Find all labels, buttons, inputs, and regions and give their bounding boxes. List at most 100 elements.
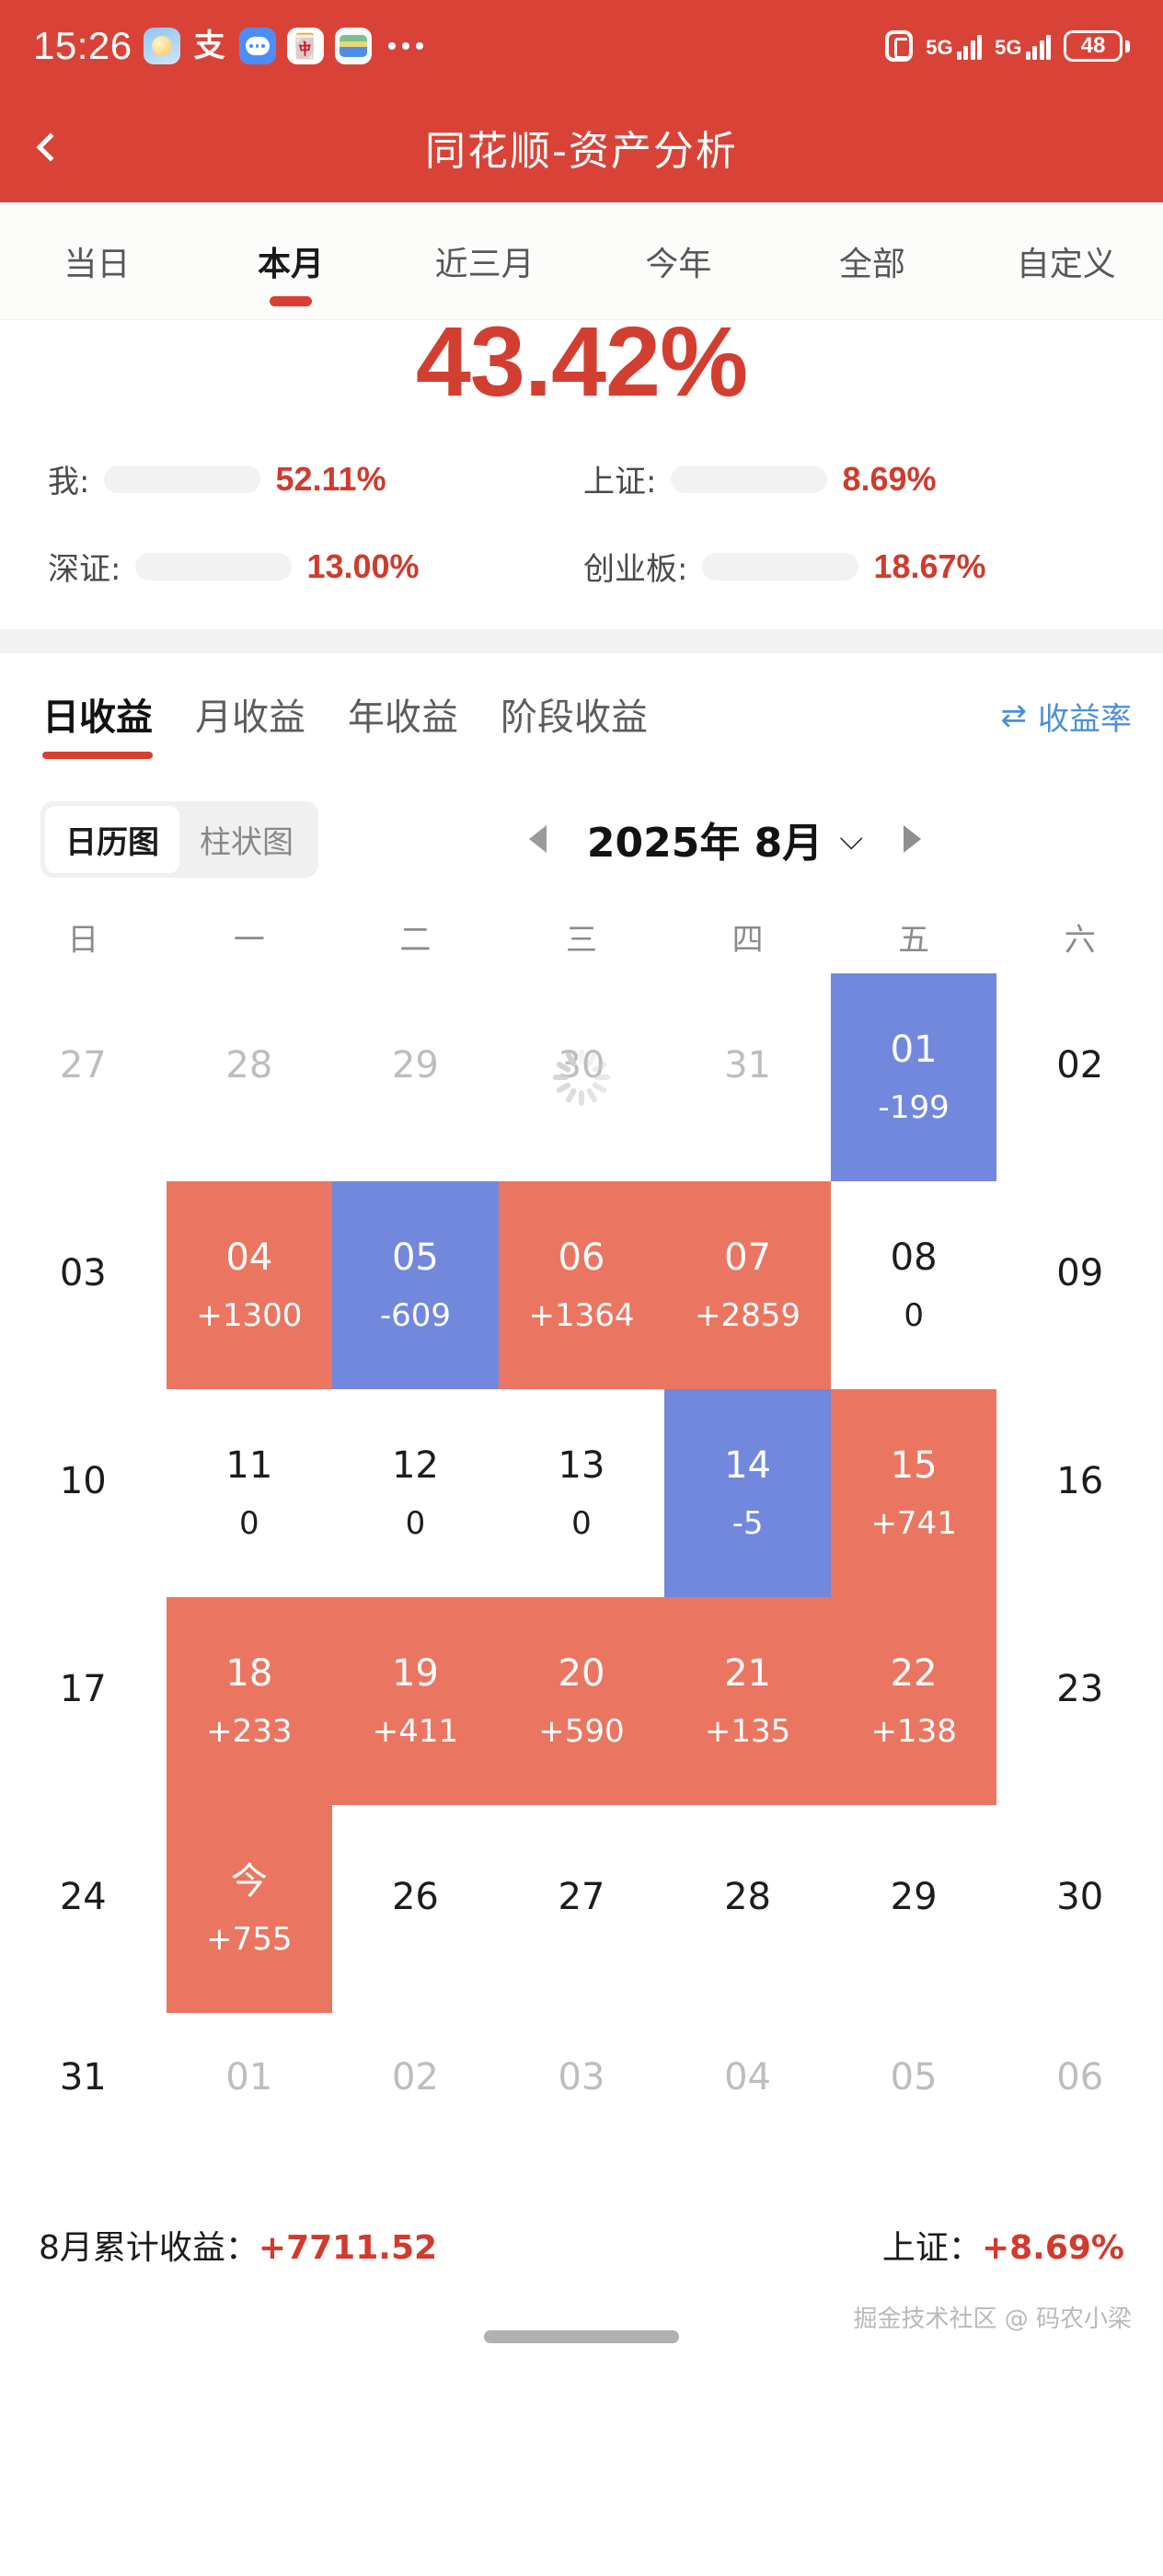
day-number: 01 (890, 1029, 938, 1071)
day-cell[interactable]: 02 (996, 973, 1163, 1181)
day-cell[interactable]: 08 0 (831, 1181, 997, 1389)
period-tab-all[interactable]: 全部 (839, 245, 906, 283)
return-rate-toggle[interactable]: ⇄ 收益率 (1001, 694, 1133, 739)
view-mode-calendar[interactable]: 日历图 (45, 805, 179, 873)
weekday-fri: 五 (898, 921, 930, 959)
comparison-label: 上证: (583, 464, 657, 500)
day-value: +755 (206, 1921, 293, 1958)
income-tab-yearly[interactable]: 年收益 (348, 696, 458, 739)
day-cell[interactable]: 21 +135 (664, 1597, 831, 1805)
day-cell-today[interactable]: 今 +755 (166, 1805, 333, 2013)
day-value: +138 (870, 1713, 957, 1750)
status-bar-right: 5G 5G 48 (885, 30, 1130, 62)
comparison-szse: 深证: 13.00% (48, 544, 583, 589)
section-divider (0, 629, 1163, 653)
day-cell[interactable]: 13 0 (499, 1389, 665, 1597)
day-cell[interactable]: 23 (996, 1597, 1163, 1805)
day-cell[interactable]: 04 +1300 (166, 1181, 333, 1389)
day-number: 17 (59, 1668, 107, 1710)
day-cell[interactable]: 27 (499, 1805, 665, 2013)
day-cell[interactable]: 18 +233 (166, 1597, 333, 1805)
day-cell[interactable]: 10 (0, 1389, 167, 1597)
day-number: 24 (59, 1876, 107, 1918)
day-cell[interactable]: 24 (0, 1805, 167, 2013)
period-tab-three-months[interactable]: 近三月 (434, 245, 535, 283)
income-tab-daily[interactable]: 日收益 (42, 687, 153, 759)
day-cell[interactable]: 26 (332, 1805, 499, 2013)
day-cell[interactable]: 29 (831, 1805, 997, 2013)
day-number: 03 (59, 1252, 107, 1294)
period-tab-bar: 当日 本月 近三月 今年 全部 自定义 (0, 202, 1163, 320)
day-cell[interactable]: 20 +590 (498, 1597, 665, 1805)
game-glyph: 🀄 (290, 31, 320, 60)
view-mode-bar[interactable]: 柱状图 (200, 823, 294, 861)
day-cell[interactable]: 05 -609 (332, 1181, 499, 1389)
month-selector[interactable]: 2025年 8月 ⌵ (587, 810, 863, 868)
prev-month-icon[interactable] (528, 825, 547, 853)
day-cell[interactable]: 03 (499, 2013, 665, 2142)
month-total-label: 8月累计收益： (39, 2229, 259, 2267)
day-cell[interactable]: 30 (499, 973, 665, 1181)
day-value: 0 (904, 1297, 924, 1334)
day-number: 22 (890, 1652, 938, 1695)
day-cell[interactable]: 07 +2859 (664, 1181, 831, 1389)
day-number: 04 (225, 1236, 273, 1279)
comparison-chinext: 创业板: 18.67% (583, 544, 1119, 589)
home-indicator[interactable] (484, 2330, 679, 2343)
day-cell[interactable]: 01 (167, 2013, 333, 2142)
day-number: 07 (724, 1236, 772, 1279)
day-cell[interactable]: 29 (332, 973, 499, 1181)
day-cell[interactable]: 27 (0, 973, 167, 1181)
weekday-thu: 四 (731, 921, 764, 959)
day-cell[interactable]: 03 (0, 1181, 167, 1389)
day-number: 27 (558, 1876, 605, 1918)
day-cell[interactable]: 31 (664, 973, 831, 1181)
weekday-tue: 二 (399, 921, 432, 959)
calendar-weekday-header: 日 一 二 三 四 五 六 (0, 900, 1163, 973)
income-tab-stage[interactable]: 阶段收益 (501, 696, 648, 739)
day-cell[interactable]: 31 (0, 2013, 167, 2142)
day-cell[interactable]: 06 (996, 2013, 1163, 2142)
weekday-sun: 日 (67, 921, 99, 959)
month-total-row: 8月累计收益：+7711.52 (39, 2221, 437, 2269)
income-tab-monthly[interactable]: 月收益 (195, 696, 305, 739)
day-cell[interactable]: 15 +741 (830, 1389, 997, 1597)
day-cell[interactable]: 12 0 (332, 1389, 499, 1597)
comparison-bar-track (104, 465, 261, 493)
day-value: -199 (878, 1089, 950, 1126)
day-cell[interactable]: 01 -199 (830, 973, 997, 1181)
day-number: 27 (59, 1044, 107, 1087)
benchmark-value: +8.69% (981, 2229, 1124, 2267)
comparison-me: 我: 52.11% (48, 456, 583, 501)
day-cell[interactable]: 09 (996, 1181, 1163, 1389)
day-number: 06 (1056, 2056, 1104, 2099)
next-month-icon[interactable] (904, 825, 922, 853)
day-cell[interactable]: 30 (996, 1805, 1163, 2013)
day-cell[interactable]: 16 (996, 1389, 1163, 1597)
weather-icon (143, 28, 180, 64)
day-cell[interactable]: 28 (167, 973, 333, 1181)
day-cell[interactable]: 17 (0, 1597, 167, 1805)
day-cell[interactable]: 19 +411 (332, 1597, 499, 1805)
day-cell[interactable]: 05 (831, 2013, 997, 2142)
day-cell[interactable]: 22 +138 (830, 1597, 997, 1805)
day-cell[interactable]: 14 -5 (664, 1389, 831, 1597)
comparison-label: 我: (48, 464, 90, 500)
day-cell[interactable]: 04 (664, 2013, 831, 2142)
day-number: 09 (1056, 1252, 1104, 1294)
day-number: 03 (558, 2056, 605, 2099)
period-tab-year[interactable]: 今年 (645, 245, 712, 283)
day-cell[interactable]: 11 0 (167, 1389, 333, 1597)
period-tab-custom[interactable]: 自定义 (1016, 245, 1116, 283)
day-number: 28 (225, 1044, 273, 1087)
day-number: 12 (391, 1444, 439, 1487)
page-title: 同花顺-资产分析 (425, 128, 738, 175)
day-cell[interactable]: 02 (332, 2013, 499, 2142)
day-value: +1364 (528, 1297, 635, 1334)
period-tab-day[interactable]: 当日 (63, 245, 131, 283)
comparison-bar-track (135, 552, 293, 581)
day-cell[interactable]: 06 +1364 (498, 1181, 665, 1389)
day-cell[interactable]: 28 (664, 1805, 831, 2013)
period-tab-month[interactable]: 本月 (194, 202, 388, 319)
home-indicator-wrap (0, 2303, 1163, 2371)
